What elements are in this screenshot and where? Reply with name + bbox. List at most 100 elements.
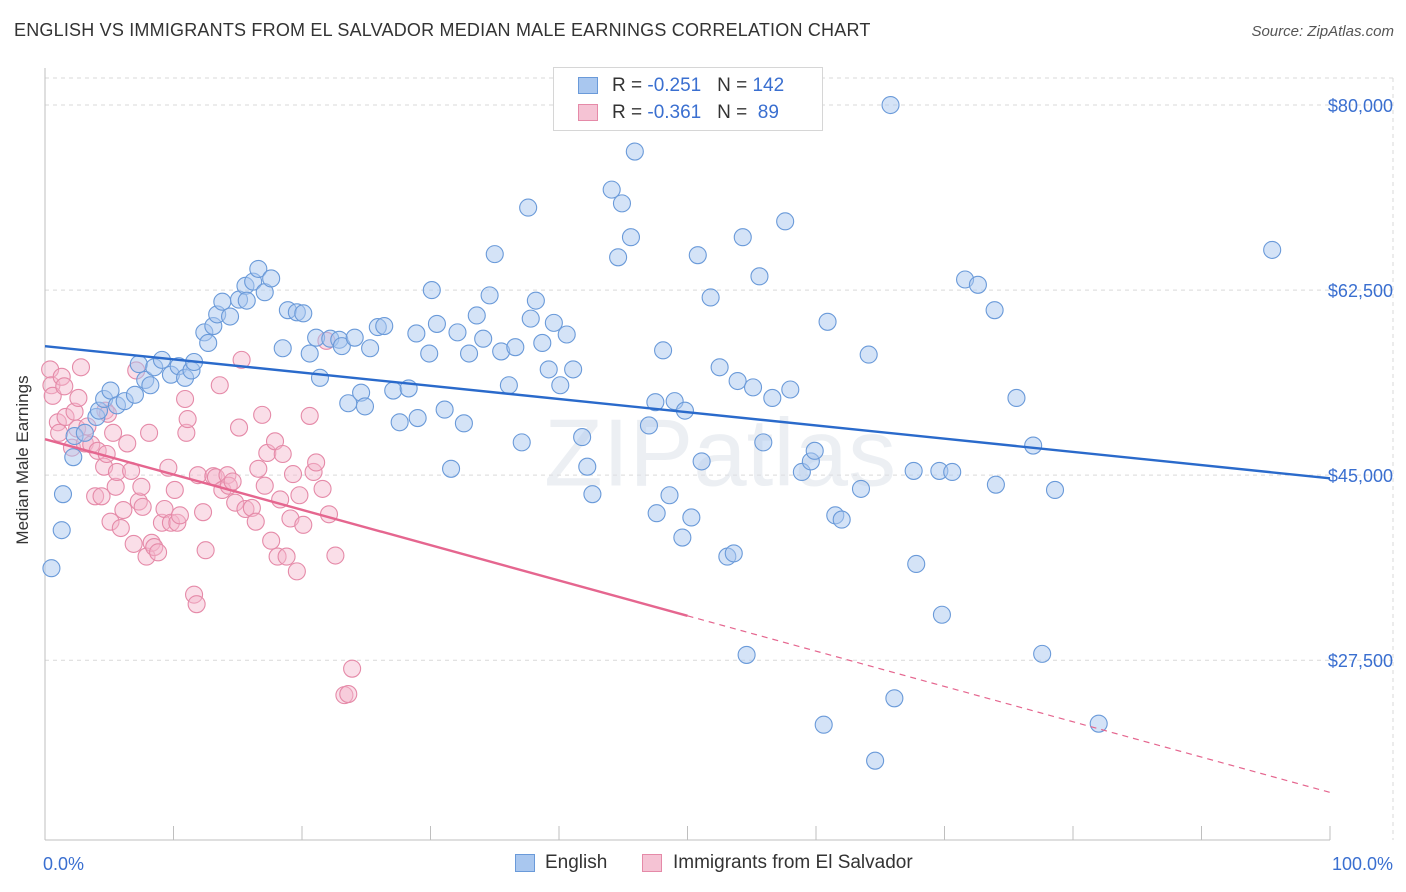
- salvador-point: [287, 562, 306, 581]
- english-point: [724, 544, 743, 563]
- salvador-point: [165, 480, 184, 500]
- english-point: [818, 312, 837, 331]
- salvador-point: [249, 459, 268, 478]
- english-point: [578, 457, 597, 476]
- english-point: [647, 504, 666, 523]
- salvador-point: [50, 423, 69, 442]
- english-point: [866, 751, 885, 770]
- english-swatch: [578, 77, 598, 94]
- salvador-point: [111, 518, 130, 538]
- salvador-point: [246, 512, 265, 531]
- english-point: [701, 288, 720, 307]
- chart-title: ENGLISH VS IMMIGRANTS FROM EL SALVADOR M…: [14, 20, 871, 40]
- english-point: [506, 338, 525, 357]
- english-point: [859, 345, 878, 364]
- salvador-point: [313, 479, 332, 498]
- salvador-trend-extension: [687, 615, 1331, 793]
- english-point: [533, 333, 552, 353]
- salvador-point: [140, 423, 159, 442]
- english-point: [688, 246, 707, 265]
- english-point: [499, 376, 518, 395]
- salvador-point: [168, 513, 187, 532]
- y-tick-label: $27,500: [1328, 651, 1393, 671]
- english-point: [422, 281, 441, 300]
- salvador-point: [176, 389, 195, 409]
- salvador-point: [223, 472, 242, 491]
- english-point: [621, 228, 641, 247]
- english-point: [310, 368, 330, 387]
- english-point: [1024, 436, 1043, 455]
- english-point: [384, 381, 403, 400]
- english-point: [776, 212, 795, 231]
- salvador-point: [253, 405, 272, 424]
- english-point: [583, 485, 602, 504]
- salvador-point: [149, 543, 168, 562]
- english-point: [781, 380, 800, 399]
- salvador-point: [277, 547, 296, 566]
- english-point: [763, 388, 782, 408]
- english-point: [53, 485, 73, 504]
- salvador-point: [124, 534, 143, 553]
- y-tick-label: $45,000: [1328, 466, 1393, 486]
- english-point: [743, 378, 763, 397]
- salvador-point: [92, 487, 111, 506]
- english-point: [42, 559, 61, 578]
- salvador-point: [107, 462, 127, 482]
- salvador-point: [161, 513, 180, 532]
- english-point: [262, 269, 281, 288]
- english-point: [64, 448, 83, 467]
- english-point: [851, 479, 871, 498]
- salvador-trend-line: [44, 438, 688, 617]
- salvador-point: [71, 358, 91, 377]
- english-point: [480, 286, 499, 305]
- salvador-point: [187, 595, 206, 614]
- english-point: [129, 355, 148, 374]
- salvador-point: [132, 477, 151, 496]
- salvador-point: [229, 418, 249, 437]
- salvador-point: [177, 423, 196, 442]
- legend-n-value: 142: [752, 75, 785, 96]
- salvador-point: [226, 493, 245, 512]
- english-point: [692, 452, 711, 471]
- english-point: [300, 344, 319, 363]
- english-point: [673, 528, 692, 547]
- x-tick-label-start: 0.0%: [43, 854, 84, 874]
- english-point: [1007, 388, 1026, 408]
- salvador-point: [232, 350, 251, 369]
- english-point: [408, 408, 427, 428]
- english-point: [943, 462, 962, 482]
- legend-row-english: R = -0.251 N = 142: [578, 75, 784, 163]
- salvador-legend-label: Immigrants from El Salvador: [673, 852, 913, 873]
- series-english-points: [42, 95, 1282, 770]
- english-point: [551, 376, 570, 395]
- english-point: [355, 397, 375, 416]
- english-point: [602, 180, 621, 199]
- english-point: [75, 423, 94, 442]
- salvador-point: [104, 423, 123, 442]
- english-point: [361, 339, 380, 358]
- english-point: [1045, 480, 1065, 500]
- english-point: [345, 328, 364, 347]
- english-point: [467, 306, 486, 325]
- english-point: [609, 248, 628, 267]
- salvador-point: [210, 376, 229, 395]
- english-point: [485, 245, 504, 264]
- english-point: [390, 413, 409, 432]
- english-point: [521, 309, 540, 328]
- english-point: [557, 325, 576, 344]
- trend-layer: [44, 344, 1331, 793]
- english-legend-swatch: [515, 854, 535, 872]
- salvador-point: [69, 388, 88, 408]
- legend-r-value: -0.251: [647, 75, 702, 96]
- english-point: [932, 605, 951, 624]
- english-point: [454, 414, 473, 433]
- english-point: [814, 715, 833, 734]
- english-point: [442, 459, 461, 478]
- salvador-point: [326, 546, 345, 565]
- salvador-point: [101, 512, 120, 531]
- english-point: [728, 371, 747, 391]
- english-point: [710, 358, 729, 377]
- english-point: [273, 339, 292, 358]
- english-point: [986, 475, 1005, 494]
